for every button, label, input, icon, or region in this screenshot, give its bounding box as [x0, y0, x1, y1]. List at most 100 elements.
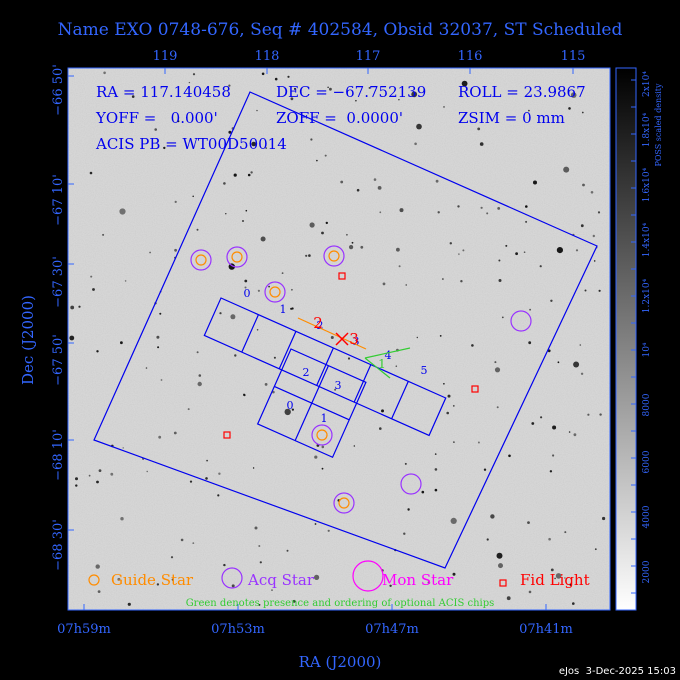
star [597, 211, 601, 214]
star [508, 454, 511, 458]
bottom-tick-label: 07h53m [211, 622, 265, 637]
star [188, 81, 191, 84]
star [294, 87, 296, 90]
star [273, 356, 276, 359]
star [593, 260, 596, 262]
star [505, 244, 508, 247]
star [379, 211, 382, 214]
top-tick-label: 119 [153, 49, 178, 64]
star [309, 222, 315, 228]
star [327, 86, 329, 89]
aimpoint-marker-label: 3 [349, 330, 359, 348]
star [117, 577, 121, 581]
plot-frame [67, 67, 611, 611]
bottom-tick-label: 07h59m [57, 622, 111, 637]
star [360, 245, 364, 249]
star [549, 470, 553, 473]
left-tick-label: −68 30' [51, 519, 66, 571]
star [377, 186, 382, 190]
star [314, 523, 317, 525]
top-tick-label: 115 [561, 49, 586, 64]
star [120, 517, 124, 521]
star [564, 531, 567, 534]
star [98, 469, 102, 472]
chip-label: 2 [303, 366, 310, 379]
colorbar-tick-label: 1.4x10⁴ [642, 222, 652, 257]
star [287, 75, 290, 78]
star [528, 109, 530, 112]
star [592, 234, 595, 238]
star [325, 221, 328, 225]
star [581, 111, 584, 114]
star [490, 514, 495, 519]
star [228, 130, 232, 134]
star [446, 411, 450, 415]
star [124, 280, 127, 282]
star [594, 548, 597, 551]
star [157, 346, 160, 349]
star [92, 288, 95, 291]
star [250, 171, 253, 174]
star [449, 242, 452, 245]
star [486, 212, 489, 215]
star [174, 248, 178, 252]
aimpoint-marker [335, 332, 349, 346]
star [496, 552, 503, 559]
star [411, 91, 418, 98]
star [351, 241, 354, 244]
star [271, 589, 273, 591]
star [457, 205, 460, 208]
star [70, 305, 75, 310]
star [265, 147, 268, 149]
star [321, 445, 325, 449]
fid-light-icon [499, 579, 507, 587]
star [254, 526, 258, 530]
star [321, 467, 324, 470]
star [598, 289, 601, 292]
star [477, 441, 480, 444]
guide-star-icon [88, 574, 100, 586]
acq-star [400, 473, 422, 495]
star [329, 87, 332, 91]
star [259, 561, 262, 564]
page-title: Name EXO 0748-676, Seq # 402584, Obsid 3… [58, 20, 623, 40]
acis-pb-value: ACIS PB = WT00D50014 [95, 135, 287, 153]
star [435, 179, 439, 183]
star [158, 435, 162, 439]
star [414, 142, 417, 146]
star [223, 182, 226, 185]
star [149, 251, 152, 254]
star [506, 596, 511, 601]
star [539, 265, 542, 268]
colorbar-tick-label: 1.2x10⁴ [642, 278, 652, 313]
star [192, 195, 194, 198]
star [461, 80, 468, 87]
acis-i-array [256, 348, 367, 459]
star [264, 383, 268, 386]
y-axis-title: Dec (J2000) [19, 295, 37, 385]
star [477, 127, 481, 131]
star [75, 484, 78, 487]
star [180, 538, 184, 542]
star [154, 128, 157, 131]
star [486, 538, 489, 541]
star [404, 462, 407, 465]
fid-light [223, 431, 231, 439]
star [421, 490, 425, 494]
star [531, 422, 535, 425]
star [450, 517, 457, 525]
star [173, 431, 177, 435]
star [563, 166, 570, 173]
star [119, 208, 126, 215]
star [599, 413, 602, 416]
star [355, 99, 357, 102]
ra-value: RA = 117.140458 [96, 83, 231, 101]
star [243, 394, 246, 397]
star [582, 183, 585, 187]
colorbar-tick-label: 1.8x10⁴ [642, 112, 652, 147]
star [206, 459, 209, 462]
star [228, 84, 231, 87]
axis-ticks [68, 68, 574, 610]
star [197, 381, 202, 387]
